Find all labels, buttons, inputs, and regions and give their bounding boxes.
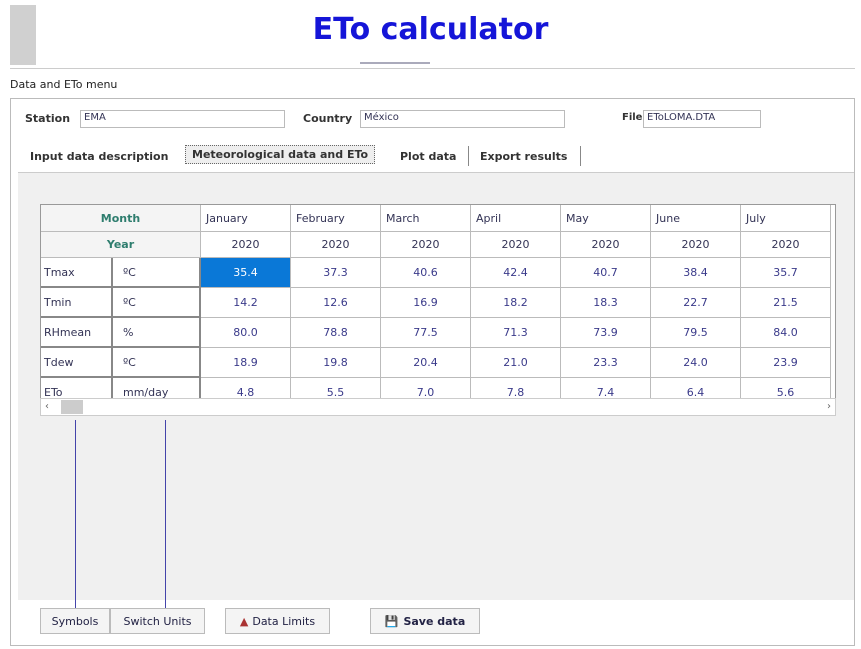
year-header: 2020 bbox=[741, 232, 831, 258]
value-cell[interactable]: 23.3 bbox=[561, 348, 651, 378]
tab-divider bbox=[580, 146, 581, 166]
value-cell[interactable]: 18.2 bbox=[471, 288, 561, 318]
field-label: Country bbox=[303, 112, 353, 125]
tab[interactable]: Export results bbox=[480, 150, 568, 163]
row-name: Tmin bbox=[41, 288, 113, 318]
row-name: Tmax bbox=[41, 258, 113, 288]
header-label: Year bbox=[41, 232, 201, 258]
side-bar bbox=[10, 5, 36, 65]
tab-divider bbox=[468, 146, 469, 166]
row-unit: ºC bbox=[113, 288, 201, 318]
year-header: 2020 bbox=[471, 232, 561, 258]
month-header: February bbox=[291, 205, 381, 232]
year-header: 2020 bbox=[561, 232, 651, 258]
field-input[interactable]: EToLOMA.DTA bbox=[643, 110, 761, 128]
row-unit: ºC bbox=[113, 348, 201, 378]
icon: ▲ bbox=[239, 614, 249, 628]
value-cell[interactable]: 23.9 bbox=[741, 348, 831, 378]
year-header: 2020 bbox=[291, 232, 381, 258]
value-cell[interactable]: 40.7 bbox=[561, 258, 651, 288]
value-cell[interactable]: 73.9 bbox=[561, 318, 651, 348]
value-cell[interactable]: 78.8 bbox=[291, 318, 381, 348]
value-cell[interactable]: 24.0 bbox=[651, 348, 741, 378]
month-header: July bbox=[741, 205, 831, 232]
value-cell[interactable]: 19.8 bbox=[291, 348, 381, 378]
tab[interactable]: Input data description bbox=[30, 150, 169, 163]
value-cell[interactable]: 38.4 bbox=[651, 258, 741, 288]
row-name: Tdew bbox=[41, 348, 113, 378]
field-input[interactable]: México bbox=[360, 110, 565, 128]
value-cell[interactable]: 18.3 bbox=[561, 288, 651, 318]
value-cell[interactable]: 37.3 bbox=[291, 258, 381, 288]
data-grid: Month Year Tmax ºC Tmin ºC RHmean% Tdew ºC ETo mm/… bbox=[40, 204, 836, 416]
value-cell[interactable]: 14.2 bbox=[201, 288, 291, 318]
panel bbox=[10, 98, 855, 646]
row-name: RHmean bbox=[41, 318, 113, 348]
button-label: Data Limits bbox=[252, 614, 316, 628]
scroll-thumb[interactable] bbox=[61, 400, 83, 414]
value-cell[interactable]: 80.0 bbox=[201, 318, 291, 348]
separator bbox=[10, 68, 855, 69]
month-header: March bbox=[381, 205, 471, 232]
button[interactable]: Symbols bbox=[40, 608, 110, 634]
tab-active[interactable]: Meteorological data and ETo bbox=[185, 145, 376, 164]
value-cell[interactable]: 21.0 bbox=[471, 348, 561, 378]
field-label: Station bbox=[25, 112, 71, 125]
year-header: 2020 bbox=[651, 232, 741, 258]
pointer-line bbox=[165, 420, 166, 610]
month-header: January bbox=[201, 205, 291, 232]
h-scrollbar[interactable]: ‹ › bbox=[40, 398, 836, 416]
month-header: May bbox=[561, 205, 651, 232]
value-cell[interactable]: 77.5 bbox=[381, 318, 471, 348]
value-cell[interactable]: 22.7 bbox=[651, 288, 741, 318]
value-cell[interactable]: 16.9 bbox=[381, 288, 471, 318]
app-title: ETo calculator bbox=[312, 12, 549, 47]
value-cell[interactable]: 21.5 bbox=[741, 288, 831, 318]
tab[interactable]: Plot data bbox=[400, 150, 457, 163]
value-cell[interactable]: 40.6 bbox=[381, 258, 471, 288]
button[interactable]: 💾 Save data bbox=[370, 608, 480, 634]
year-header: 2020 bbox=[381, 232, 471, 258]
pointer-line bbox=[75, 420, 76, 610]
field-label: File bbox=[622, 112, 643, 123]
icon: 💾 bbox=[384, 614, 399, 628]
value-cell[interactable]: 18.9 bbox=[201, 348, 291, 378]
value-cell[interactable]: 35.4 bbox=[201, 258, 291, 288]
button-label: Save data bbox=[403, 614, 466, 628]
value-cell[interactable]: 12.6 bbox=[291, 288, 381, 318]
value-cell[interactable]: 84.0 bbox=[741, 318, 831, 348]
month-header: April bbox=[471, 205, 561, 232]
field-input[interactable]: EMA bbox=[80, 110, 285, 128]
button[interactable]: ▲ Data Limits bbox=[225, 608, 330, 634]
button[interactable]: Switch Units bbox=[110, 608, 205, 634]
title-underline bbox=[360, 62, 430, 64]
value-cell[interactable]: 20.4 bbox=[381, 348, 471, 378]
header-label: Month bbox=[41, 205, 201, 232]
value-cell[interactable]: 71.3 bbox=[471, 318, 561, 348]
value-cell[interactable]: 79.5 bbox=[651, 318, 741, 348]
row-unit: % bbox=[113, 318, 201, 348]
value-cell[interactable]: 35.7 bbox=[741, 258, 831, 288]
year-header: 2020 bbox=[201, 232, 291, 258]
row-unit: ºC bbox=[113, 258, 201, 288]
month-header: June bbox=[651, 205, 741, 232]
value-cell[interactable]: 42.4 bbox=[471, 258, 561, 288]
menu[interactable]: Data and ETo menu bbox=[10, 78, 118, 91]
